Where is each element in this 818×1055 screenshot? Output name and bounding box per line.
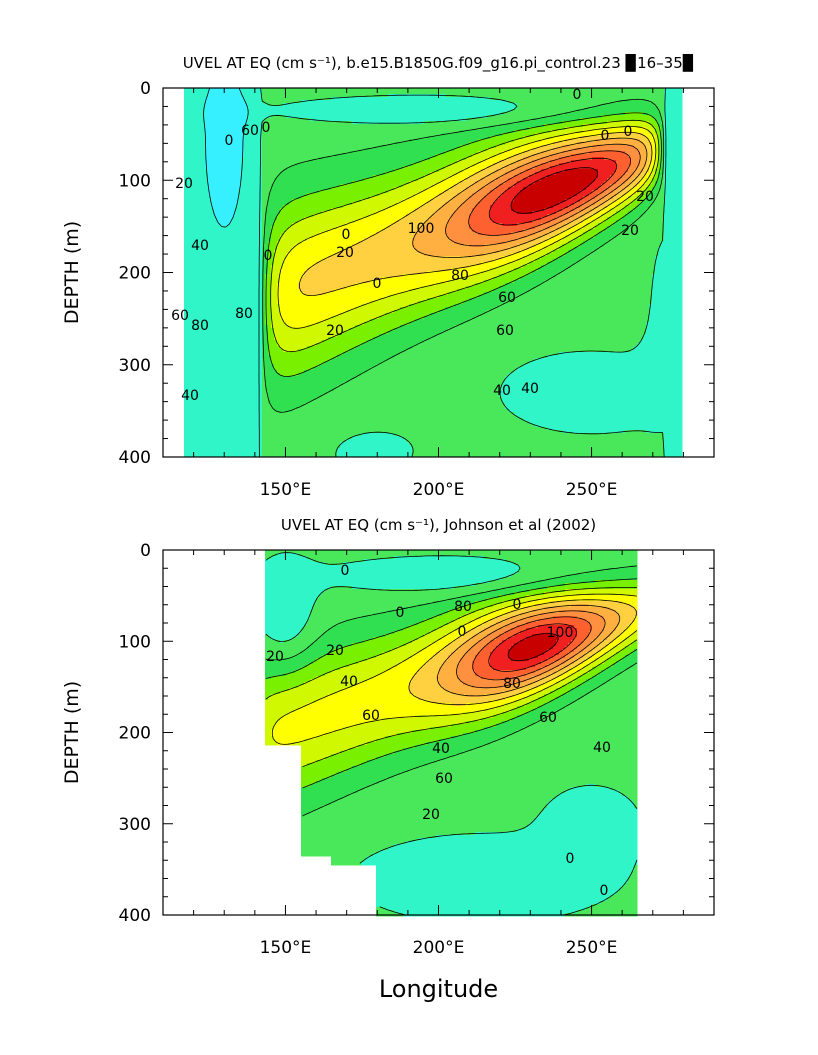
contour-label: 20 [326,643,344,659]
x-tick-label: 200°E [413,480,465,500]
y-tick-label: 400 [119,448,151,468]
contour-label: 20 [621,223,639,239]
figure: 0000000020202040608010080606040 402020406… [0,0,818,1055]
contour-label: 0 [600,883,609,899]
contour-label: 60 [435,771,453,787]
contour-label: 0 [262,120,271,136]
contour-label: 40 [191,238,209,254]
contour-label: 0 [373,276,382,292]
x-tick-label: 250°E [566,938,618,958]
contour-label: 40 [593,740,611,756]
y-tick-label: 0 [140,541,151,561]
y-tick-label: 200 [119,724,151,744]
contour-label: 40 [181,388,199,404]
contour-label: 20 [326,323,344,339]
contour-label: 0 [396,605,405,621]
contour-label: 100 [408,221,435,237]
contour-label: 60 [171,308,189,324]
y-tick-label: 100 [119,171,151,191]
contour-label: 100 [547,625,574,641]
contour-label: 60 [496,323,514,339]
contour-label: 80 [451,268,469,284]
contour-label: 20 [636,189,654,205]
contour-label: 0 [341,563,350,579]
contour-label: 60 [241,123,259,139]
contour-label: 0 [342,227,351,243]
x-tick-label: 200°E [413,938,465,958]
contour-label: 40 [340,674,358,690]
x-tick-label: 150°E [260,938,312,958]
contour-label: 20 [266,649,284,665]
contour-label: 0 [513,597,522,613]
contour-label: 80 [191,318,209,334]
contour-label: 0 [601,128,610,144]
y-tick-label: 400 [119,906,151,926]
contour-label: 0 [624,124,633,140]
contour-label: 0 [458,624,467,640]
contour-label: 40 [521,381,539,397]
contour-label: 0 [566,851,575,867]
y-axis-label: DEPTH (m) [61,681,83,784]
x-tick-label: 250°E [566,480,618,500]
x-tick-label: 150°E [260,480,312,500]
contour-label: 0 [264,248,273,264]
contour-label: 60 [539,710,557,726]
y-axis-label: DEPTH (m) [61,221,83,324]
contour-label: 20 [336,245,354,261]
chart-title: UVEL AT EQ (cm s⁻¹), Johnson et al (2002… [281,516,596,534]
contour-label: 40 [432,741,450,757]
contour-label: 60 [362,708,380,724]
y-tick-label: 300 [119,356,151,376]
x-axis-label: Longitude [379,975,498,1003]
contour-label: 20 [422,807,440,823]
y-tick-label: 100 [119,632,151,652]
chart-title: UVEL AT EQ (cm s⁻¹), b.e15.B1850G.f09_g1… [183,53,695,73]
contour-label: 80 [503,676,521,692]
y-tick-label: 0 [140,79,151,99]
y-tick-label: 200 [119,264,151,284]
contour-label: 80 [235,306,253,322]
contour-label: 40 [493,383,511,399]
contour-label: 20 [175,176,193,192]
contour-label: 60 [498,290,516,306]
contour-label: 0 [573,87,582,103]
contour-label: 80 [454,599,472,615]
y-tick-label: 300 [119,815,151,835]
contour-label: 0 [225,133,234,149]
